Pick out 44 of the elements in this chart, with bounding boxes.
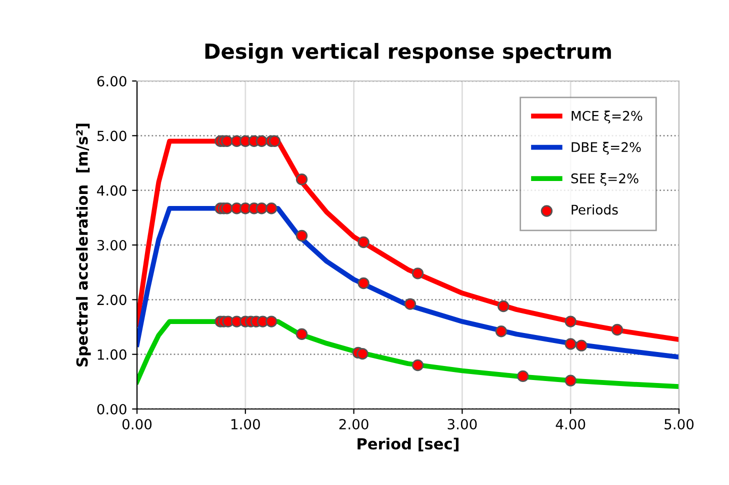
x-tick-label: 1.00 bbox=[231, 418, 260, 430]
legend-label: Periods bbox=[572, 204, 618, 215]
point bbox=[358, 236, 370, 248]
point bbox=[576, 340, 588, 352]
point bbox=[611, 324, 624, 336]
point bbox=[256, 135, 268, 147]
point bbox=[358, 277, 370, 290]
x-tick-label: 5.00 bbox=[664, 418, 694, 430]
y-tick-label: 6.00 bbox=[97, 76, 126, 86]
x-tick-label: 3.00 bbox=[448, 418, 477, 430]
point bbox=[404, 298, 416, 310]
y-axis-title: Spectral acceleration [m/s²] bbox=[76, 124, 91, 366]
point bbox=[296, 328, 308, 340]
x-tick-label: 2.00 bbox=[339, 418, 368, 430]
legend-label: MCE ξ=2% bbox=[572, 110, 642, 124]
point bbox=[296, 230, 308, 242]
point bbox=[266, 316, 278, 328]
y-tick-label: 3.00 bbox=[97, 240, 126, 250]
x-tick-label: 0.00 bbox=[122, 418, 152, 430]
point bbox=[296, 174, 308, 186]
point bbox=[266, 202, 278, 214]
point bbox=[221, 202, 233, 214]
point bbox=[412, 268, 424, 280]
x-axis-title: Period [sec] bbox=[358, 438, 458, 452]
y-tick-label: 5.00 bbox=[97, 130, 126, 142]
point bbox=[221, 135, 233, 147]
point bbox=[268, 135, 281, 147]
chart-title: Design vertical response spectrum bbox=[205, 42, 611, 64]
point bbox=[517, 370, 529, 382]
legend-label: DBE ξ=2% bbox=[572, 142, 641, 155]
point bbox=[498, 300, 510, 312]
y-tick-label: 2.00 bbox=[97, 294, 126, 306]
x-tick-label: 4.00 bbox=[556, 418, 586, 430]
point bbox=[356, 348, 368, 360]
point bbox=[495, 326, 508, 338]
point bbox=[564, 338, 576, 350]
point bbox=[256, 202, 268, 214]
point bbox=[564, 374, 576, 386]
point bbox=[412, 359, 424, 372]
point bbox=[564, 316, 576, 328]
y-tick-label: 1.00 bbox=[98, 349, 126, 360]
legend-label: SEE ξ=2% bbox=[571, 173, 638, 186]
y-tick-label: 0.00 bbox=[97, 404, 126, 414]
y-tick-label: 4.00 bbox=[97, 185, 126, 196]
